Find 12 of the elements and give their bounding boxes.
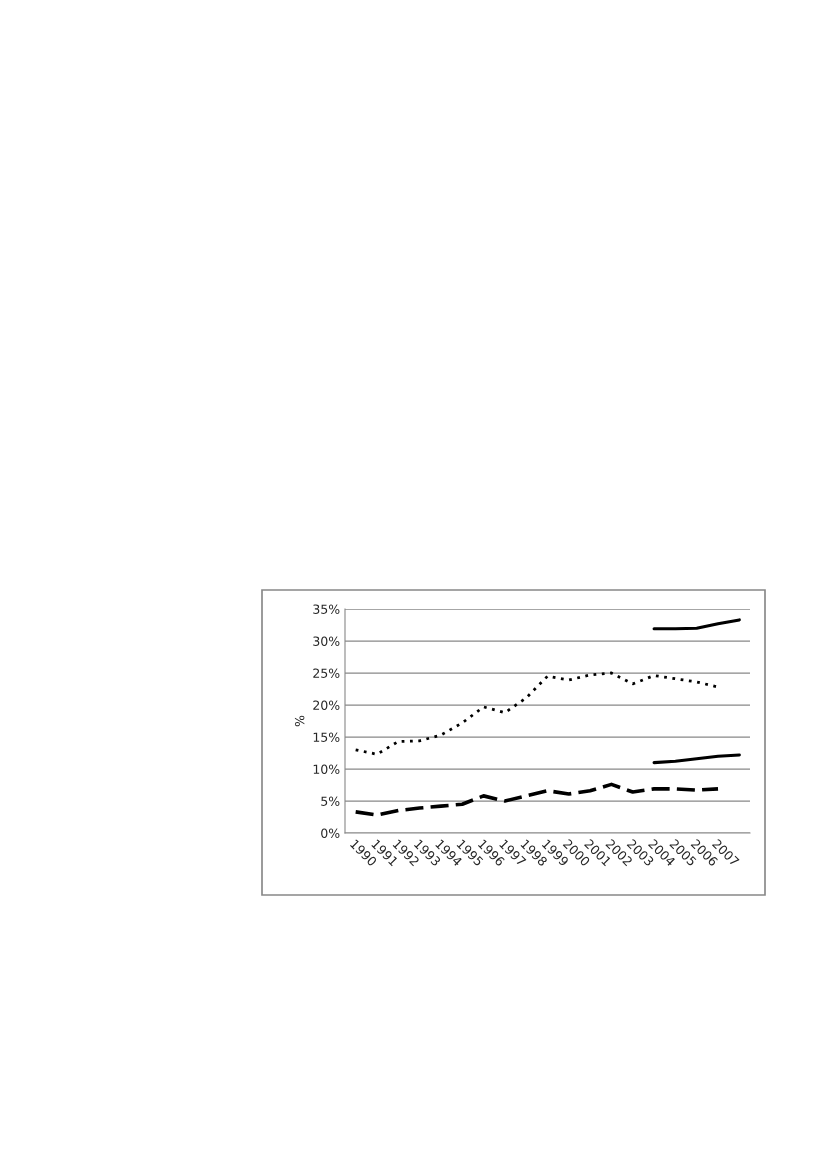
y-tick-label: 5% [321,796,340,806]
y-tick-label: 10% [313,764,340,774]
line-series [353,782,720,817]
y-axis-title: % [294,715,305,727]
line-series [652,618,741,631]
y-tick-label: 15% [313,732,340,742]
y-tick-label: 30% [313,636,340,646]
y-tick-label: 35% [313,604,340,614]
y-tick-label: 20% [313,700,340,710]
y-tick-label: 0% [321,828,340,838]
line-series [652,753,741,765]
y-tick-label: 25% [313,668,340,678]
